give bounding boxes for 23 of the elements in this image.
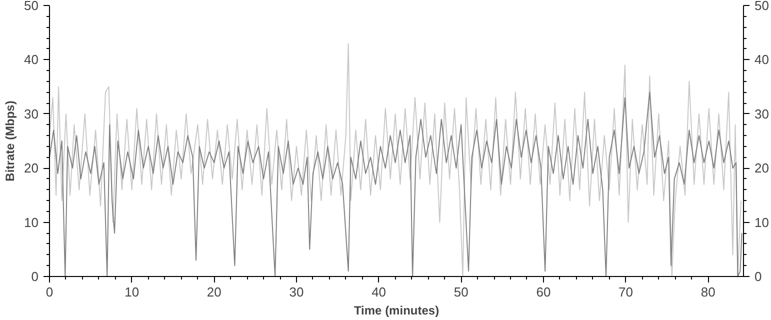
x-tick-label: 30	[289, 284, 304, 300]
x-axis-title: Time (minutes)	[354, 304, 440, 318]
y2-tick-label: 50	[754, 0, 769, 13]
y-tick-label: 20	[24, 160, 39, 176]
y-tick-label: 30	[24, 106, 39, 122]
y-tick-label: 0	[31, 269, 39, 284]
x-tick-label: 80	[700, 284, 716, 300]
y-axis-title: Bitrate (Mbps)	[3, 100, 18, 182]
x-tick-label: 50	[454, 284, 468, 300]
y-tick-label: 10	[24, 214, 39, 230]
x-tick-label: 0	[46, 284, 54, 300]
x-tick-label: 60	[536, 284, 551, 300]
x-tick-label: 70	[618, 284, 634, 300]
x-tick-label: 10	[124, 284, 140, 300]
y-tick-label: 40	[24, 52, 39, 68]
y2-tick-label: 0	[754, 269, 762, 284]
y2-tick-label: 40	[754, 52, 769, 68]
x-tick-label: 40	[372, 284, 386, 300]
y-tick-label: 50	[24, 0, 39, 13]
x-tick-label: 20	[206, 284, 222, 300]
y2-tick-label: 20	[754, 160, 769, 176]
y2-tick-label: 30	[754, 106, 769, 122]
y2-tick-label: 10	[754, 214, 769, 230]
